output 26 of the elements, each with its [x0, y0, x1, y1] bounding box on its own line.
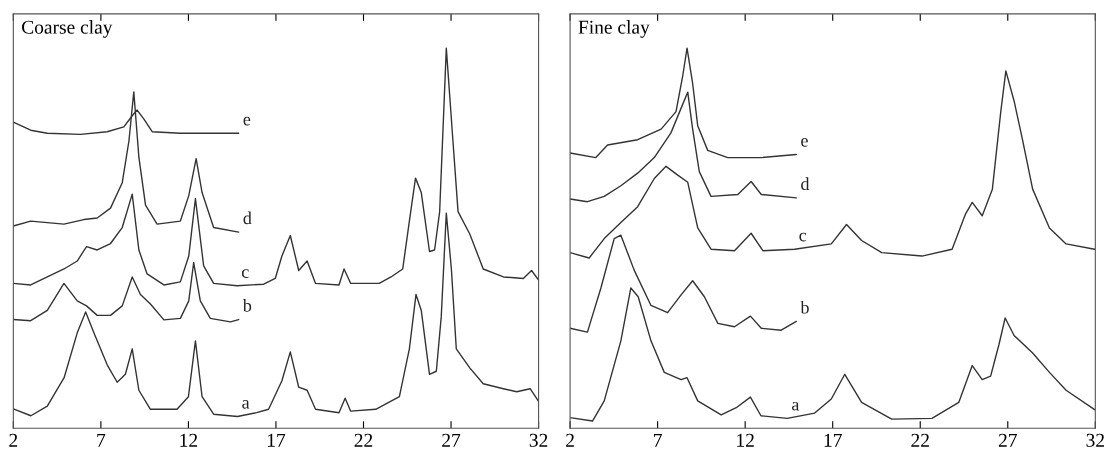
series-label: d	[801, 177, 810, 191]
series-label: a	[791, 401, 800, 411]
x-tick-label: 27	[998, 433, 1017, 447]
series-label: c	[799, 232, 807, 242]
series-label: d	[243, 211, 252, 225]
x-tick-label: 2	[9, 433, 18, 447]
series-label: b	[242, 299, 252, 312]
series-label: b	[800, 300, 809, 314]
series-label: c	[241, 269, 249, 278]
x-tick-label: 22	[911, 433, 929, 447]
series-label: e	[243, 116, 251, 126]
x-tick-label: 7	[654, 433, 662, 447]
x-tick-label: 17	[267, 433, 286, 447]
x-tick-label: 32	[1086, 433, 1104, 447]
x-tick-label: 27	[442, 433, 461, 447]
x-tick-label: 2	[566, 433, 574, 447]
x-tick-label: 7	[97, 433, 106, 447]
chart-title: Fine clay	[578, 20, 650, 38]
x-tick-label: 12	[180, 433, 198, 447]
series-label: a	[242, 400, 250, 409]
series-label: e	[801, 138, 808, 147]
chart-title: Coarse clay	[22, 20, 113, 38]
x-tick-label: 32	[529, 433, 548, 447]
x-tick-label: 12	[737, 433, 754, 447]
x-tick-label: 17	[824, 433, 842, 447]
x-tick-label: 22	[354, 433, 373, 447]
